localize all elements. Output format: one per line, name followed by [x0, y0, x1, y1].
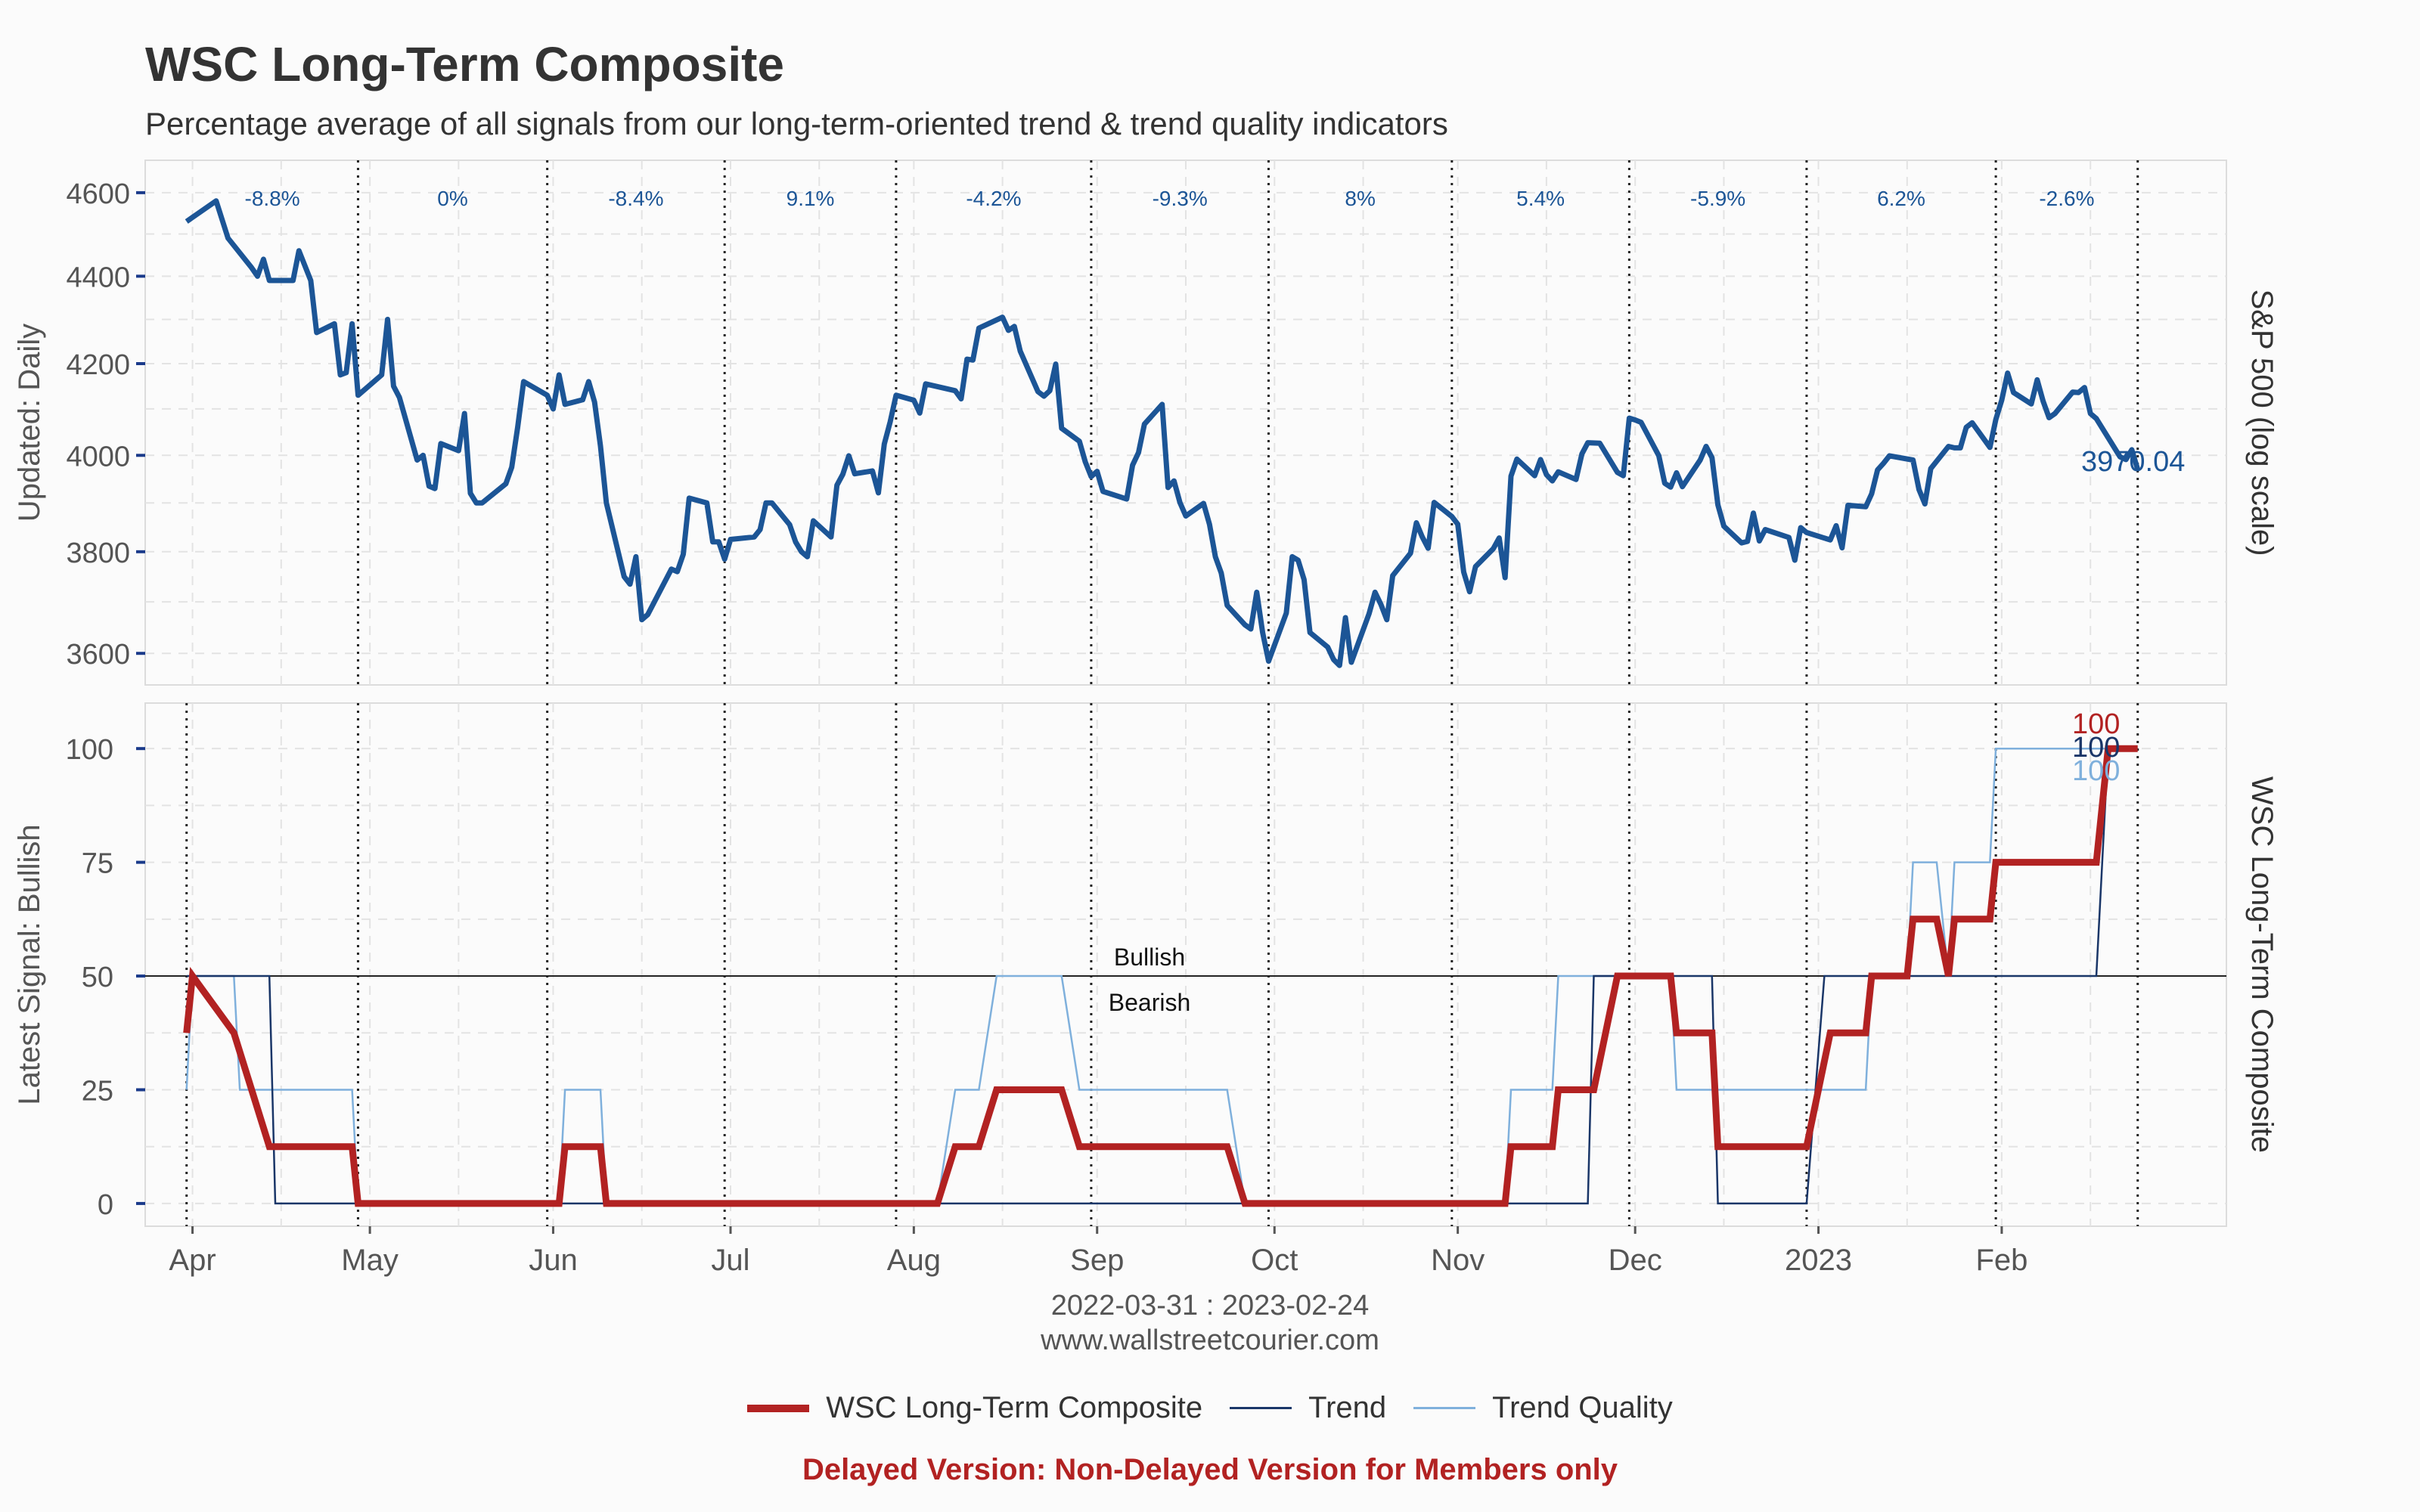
- chart-subtitle: Percentage average of all signals from o…: [145, 106, 1448, 141]
- trend-end-label: 100: [2072, 732, 2120, 764]
- x-tick-label: Jul: [711, 1244, 749, 1277]
- x-tick-label: 2023: [1785, 1244, 1852, 1277]
- composite-line: [183, 745, 2138, 1207]
- legend-label-trend-quality: Trend Quality: [1492, 1391, 1673, 1424]
- bearish-label: Bearish: [1109, 989, 1191, 1016]
- legend-key-trend-quality: [1413, 1407, 1476, 1409]
- top-ytick-label: 3800: [66, 538, 130, 569]
- period-return-label: -8.4%: [608, 187, 663, 210]
- legend: WSC Long-Term Composite Trend Trend Qual…: [0, 1391, 2420, 1425]
- website-label: www.wallstreetcourier.com: [1041, 1325, 1379, 1356]
- delayed-notice: Delayed Version: Non-Delayed Version for…: [802, 1453, 1618, 1486]
- legend-key-trend: [1230, 1407, 1292, 1409]
- bottom-ytick-label: 25: [82, 1075, 113, 1107]
- x-tick-label: Nov: [1431, 1244, 1485, 1277]
- top-ytick-label: 4400: [66, 262, 130, 293]
- x-tick-label: Oct: [1251, 1244, 1298, 1277]
- date-range-label: 2022-03-31 : 2023-02-24: [1050, 1290, 1370, 1321]
- legend-item-trend: Trend: [1230, 1391, 1386, 1425]
- period-return-label: 8%: [1345, 187, 1375, 210]
- x-tick-label: May: [341, 1244, 399, 1277]
- x-tick-label: Feb: [1975, 1244, 2028, 1277]
- bottom-ytick-label: 0: [98, 1189, 113, 1221]
- period-return-label: -8.8%: [245, 187, 300, 210]
- x-tick-label: Apr: [169, 1244, 216, 1277]
- trend-quality-end-label: 100: [2072, 755, 2120, 787]
- bottom-left-axis-title: Latest Signal: Bullish: [13, 824, 46, 1105]
- x-tick-label: Sep: [1070, 1244, 1124, 1277]
- bottom-ytick-label: 75: [82, 848, 113, 880]
- bullish-label: Bullish: [1114, 943, 1185, 971]
- bottom-ytick-label: 100: [66, 734, 113, 766]
- legend-key-composite: [747, 1404, 810, 1412]
- legend-item-trend-quality: Trend Quality: [1413, 1391, 1673, 1425]
- top-left-axis-title: Updated: Daily: [13, 324, 46, 522]
- period-return-label: 9.1%: [786, 187, 835, 210]
- top-ytick-label: 3600: [66, 639, 130, 671]
- x-tick-label: Jun: [529, 1244, 578, 1277]
- period-return-label: -5.9%: [1690, 187, 1745, 210]
- legend-item-composite: WSC Long-Term Composite: [747, 1391, 1202, 1425]
- x-tick-label: Aug: [887, 1244, 941, 1277]
- legend-label-trend: Trend: [1308, 1391, 1387, 1424]
- bottom-right-axis-title: WSC Long-Term Composite: [2245, 776, 2279, 1153]
- bottom-ytick-label: 50: [82, 962, 113, 993]
- sp500-last-value: 3970.04: [2081, 446, 2185, 478]
- period-return-label: -4.2%: [966, 187, 1021, 210]
- chart-title: WSC Long-Term Composite: [145, 37, 784, 91]
- composite-end-label: 100: [2072, 708, 2120, 740]
- top-right-axis-title: S&P 500 (log scale): [2245, 290, 2279, 556]
- x-tick-label: Dec: [1609, 1244, 1662, 1277]
- legend-label-composite: WSC Long-Term Composite: [826, 1391, 1203, 1424]
- period-return-label: 5.4%: [1516, 187, 1565, 210]
- top-ytick-label: 4200: [66, 349, 130, 381]
- top-ytick-label: 4000: [66, 441, 130, 472]
- period-return-label: -9.3%: [1153, 187, 1208, 210]
- period-return-label: 0%: [437, 187, 467, 210]
- sp500-line: [185, 198, 2141, 668]
- top-ytick-label: 4600: [66, 178, 130, 210]
- period-return-label: 6.2%: [1877, 187, 1925, 210]
- top-panel: [144, 160, 2227, 686]
- period-return-label: -2.6%: [2039, 187, 2094, 210]
